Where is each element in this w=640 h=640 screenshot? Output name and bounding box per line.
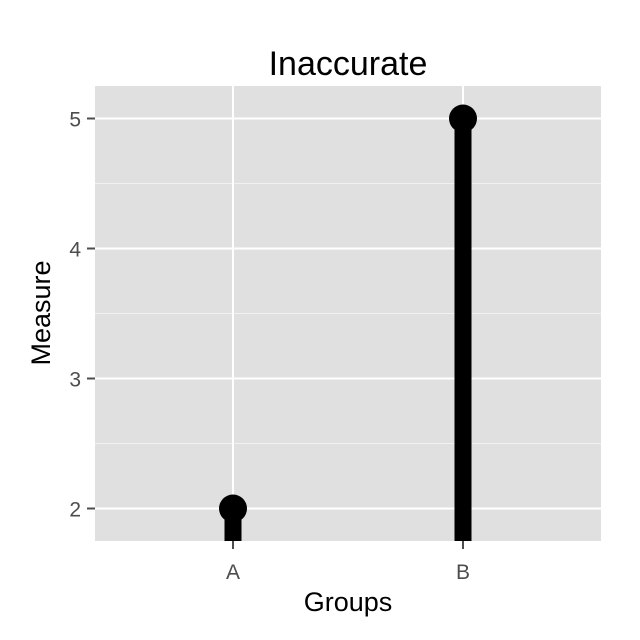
y-tick-label: 2 — [69, 499, 81, 522]
lollipop-stem — [454, 118, 472, 541]
x-tick-label: B — [456, 561, 470, 584]
minor-gridlines — [95, 183, 601, 444]
y-tick-label: 4 — [69, 239, 81, 262]
y-tick-label: 5 — [69, 109, 81, 132]
y-axis: 2 3 4 5 — [69, 109, 95, 522]
lollipop-point — [449, 104, 477, 133]
y-tick-label: 3 — [69, 369, 81, 392]
data-marks — [219, 104, 477, 541]
chart-title: Inaccurate — [269, 45, 428, 83]
x-tick-label: A — [226, 561, 240, 584]
lollipop-point — [219, 494, 247, 523]
y-axis-title: Measure — [26, 260, 56, 365]
x-axis-title: Groups — [304, 587, 393, 617]
